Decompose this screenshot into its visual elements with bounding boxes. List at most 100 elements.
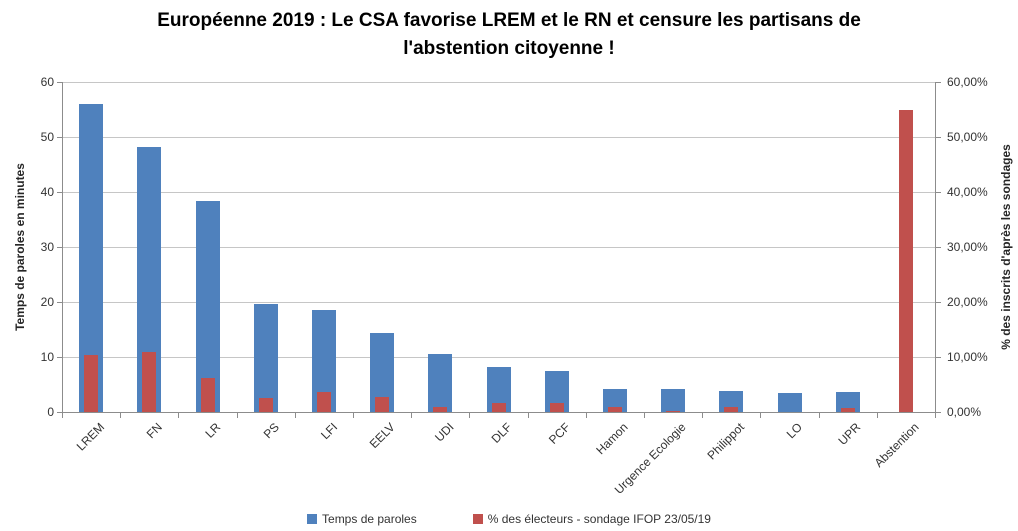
x-tick xyxy=(120,413,122,418)
y-tick-left xyxy=(57,357,62,358)
x-tick xyxy=(644,413,645,418)
x-axis-line xyxy=(62,412,936,413)
y-tick-label-left: 60 xyxy=(40,75,54,89)
y-tick-label-left: 20 xyxy=(40,295,54,309)
bar-temps-de-paroles-hamon xyxy=(602,388,627,412)
y-tick-label-right: 20,00% xyxy=(947,295,988,309)
y-tick-label-right: 60,00% xyxy=(947,75,988,89)
y-tick-label-left: 0 xyxy=(47,405,54,419)
x-tick xyxy=(236,413,238,418)
x-tick xyxy=(585,413,587,418)
y-tick-right xyxy=(936,412,941,413)
bar-pct-electeurs-lrem xyxy=(84,355,99,412)
x-category-label-lfi: LFI xyxy=(317,420,340,443)
gridline xyxy=(62,302,935,303)
chart-title-line-2: l'abstention citoyenne ! xyxy=(403,38,615,59)
bar-pct-electeurs-udi xyxy=(433,407,448,412)
right-axis-title: % des inscrits d'après les sondages xyxy=(999,144,1013,350)
bar-temps-de-paroles-lr xyxy=(195,201,220,412)
x-tick xyxy=(62,413,63,418)
x-tick xyxy=(294,413,296,418)
bar-pct-electeurs-dlf xyxy=(491,403,506,412)
bar-temps-de-paroles-udi xyxy=(428,353,453,412)
x-tick xyxy=(411,413,413,418)
bar-temps-de-paroles-upr xyxy=(835,392,860,412)
x-category-label-fn: FN xyxy=(143,420,166,442)
x-category-label-dlf: DLF xyxy=(488,420,515,446)
y-tick-left xyxy=(57,137,62,138)
x-category-label-udi: UDI xyxy=(431,420,457,445)
x-tick xyxy=(760,413,762,418)
x-tick xyxy=(818,413,820,418)
right-axis-line xyxy=(935,82,936,412)
x-tick xyxy=(178,413,180,418)
x-tick xyxy=(469,413,471,418)
y-tick-label-right: 50,00% xyxy=(947,130,988,144)
x-category-label-lrem: LREM xyxy=(73,420,107,454)
gridline xyxy=(62,192,935,193)
gridline xyxy=(62,357,935,358)
x-category-label-philippot: Philippot xyxy=(704,420,748,463)
x-category-label-lo: LO xyxy=(784,420,806,442)
x-category-label-lr: LR xyxy=(202,420,224,441)
y-tick-left xyxy=(57,247,62,248)
y-tick-label-right: 30,00% xyxy=(947,240,988,254)
y-tick-right xyxy=(936,137,941,138)
legend: Temps de paroles % des électeurs - sonda… xyxy=(0,512,1018,526)
x-category-label-pcf: PCF xyxy=(545,420,573,447)
bar-pct-electeurs-urgence-ecologie xyxy=(666,410,681,412)
bar-pct-electeurs-pcf xyxy=(549,403,564,412)
legend-swatch-blue-icon xyxy=(307,514,318,524)
bar-pct-electeurs-philippot xyxy=(724,406,739,412)
y-tick-left xyxy=(57,302,62,303)
x-category-label-eelv: EELV xyxy=(367,420,398,451)
bar-pct-electeurs-ps xyxy=(258,398,273,412)
x-tick xyxy=(353,413,354,418)
x-category-label-abstention: Abstention xyxy=(871,420,922,471)
x-tick xyxy=(876,413,878,418)
y-tick-label-left: 40 xyxy=(40,185,54,199)
y-tick-right xyxy=(936,192,941,193)
y-tick-right xyxy=(936,357,941,358)
bar-pct-electeurs-abstention xyxy=(898,109,913,412)
bar-temps-de-paroles-ps xyxy=(253,303,278,412)
y-tick-left xyxy=(57,412,62,413)
y-tick-right xyxy=(936,247,941,248)
y-tick-label-left: 50 xyxy=(40,130,54,144)
legend-item-pct-electeurs: % des électeurs - sondage IFOP 23/05/19 xyxy=(472,512,711,526)
y-tick-label-left: 30 xyxy=(40,240,54,254)
bar-pct-electeurs-eelv xyxy=(375,397,390,412)
y-tick-label-right: 40,00% xyxy=(947,185,988,199)
gridline xyxy=(62,82,935,83)
y-tick-right xyxy=(936,82,941,83)
y-tick-right xyxy=(936,302,941,303)
legend-swatch-red-icon xyxy=(472,514,483,524)
bar-temps-de-paroles-urgence-ecologie xyxy=(661,389,686,412)
bar-temps-de-paroles-lo xyxy=(777,392,802,412)
legend-label-temps-de-paroles: Temps de paroles xyxy=(322,512,417,526)
y-tick-left xyxy=(57,82,62,83)
chart-title: Européenne 2019 : Le CSA favorise LREM e… xyxy=(0,7,1018,63)
y-tick-left xyxy=(57,192,62,193)
bar-pct-electeurs-hamon xyxy=(607,406,622,412)
x-category-label-ps: PS xyxy=(260,420,282,442)
x-category-label-upr: UPR xyxy=(835,420,864,448)
x-tick xyxy=(935,413,936,418)
gridline xyxy=(62,247,935,248)
bar-pct-electeurs-upr xyxy=(840,407,855,412)
x-tick xyxy=(527,413,529,418)
y-tick-label-right: 0,00% xyxy=(947,405,982,419)
legend-item-temps-de-paroles: Temps de paroles xyxy=(307,512,417,526)
left-axis-line xyxy=(62,82,63,412)
y-tick-label-right: 10,00% xyxy=(947,350,988,364)
x-category-label-hamon: Hamon xyxy=(593,420,631,458)
x-tick xyxy=(702,413,704,418)
gridline xyxy=(62,137,935,138)
bar-pct-electeurs-fn xyxy=(142,351,157,412)
chart-title-line-1: Européenne 2019 : Le CSA favorise LREM e… xyxy=(157,10,861,31)
legend-label-pct-electeurs: % des électeurs - sondage IFOP 23/05/19 xyxy=(487,512,711,526)
y-tick-label-left: 10 xyxy=(40,350,54,364)
bar-pct-electeurs-lfi xyxy=(316,391,331,412)
bar-pct-electeurs-lr xyxy=(200,377,215,412)
